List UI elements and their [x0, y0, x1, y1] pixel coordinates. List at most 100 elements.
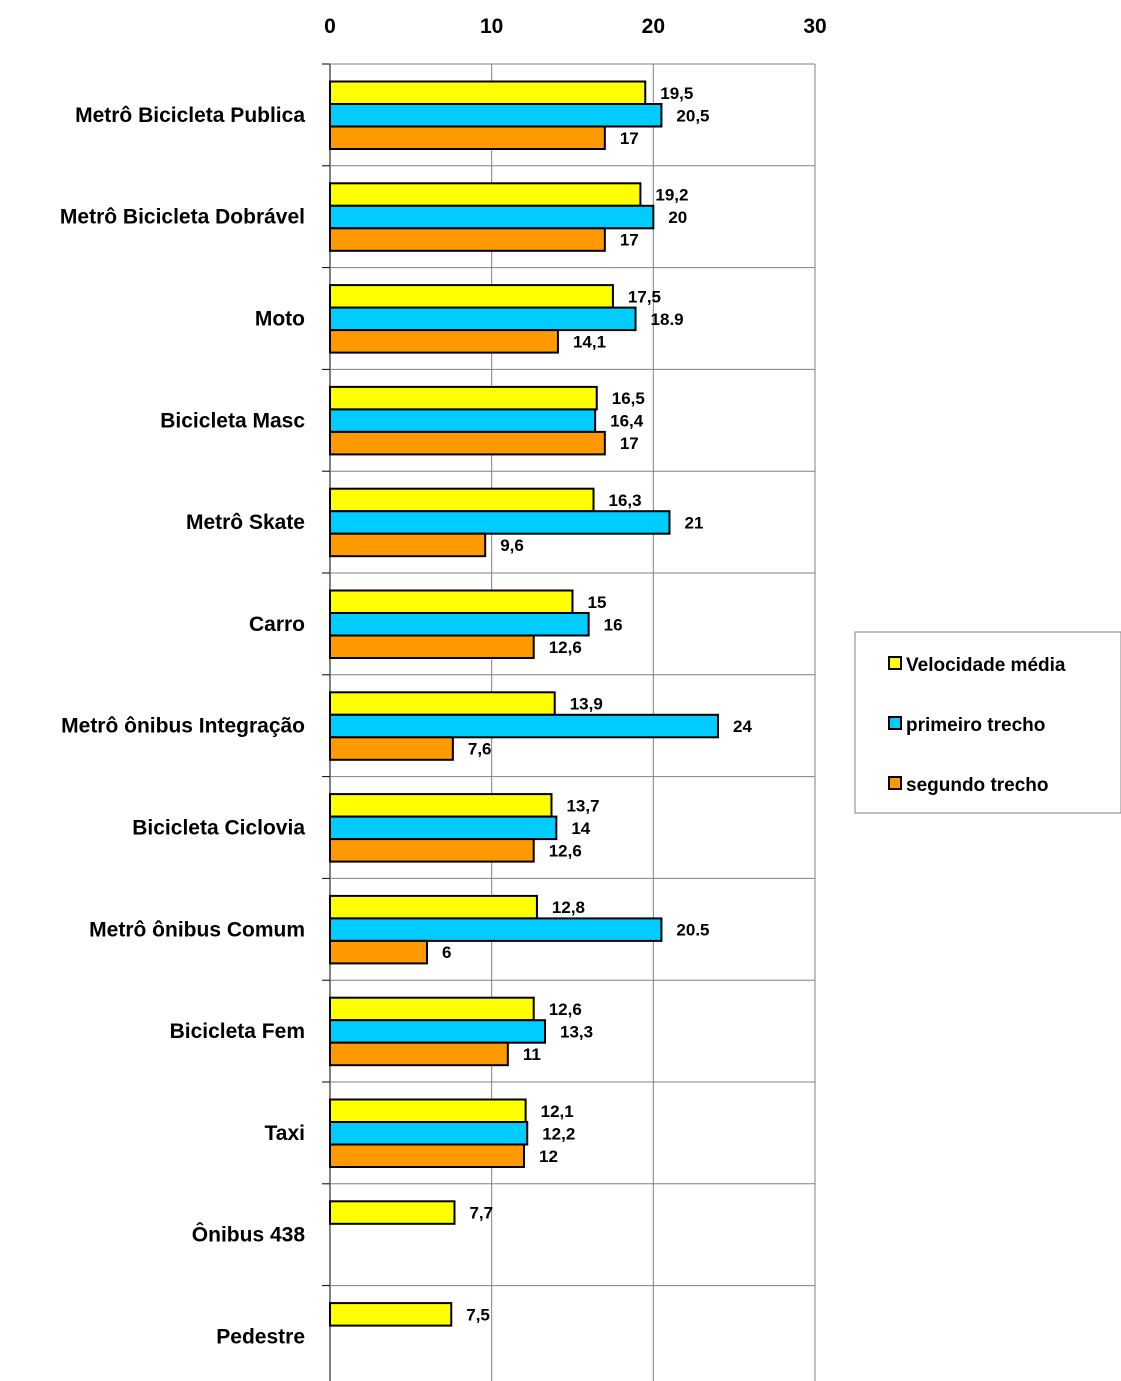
category-labels: Metrô Bicicleta Publica Metrô Bicicleta D… [60, 104, 305, 1349]
bar-primeiro-trecho-bicicleta-masc [329, 408, 597, 433]
data-label: 16 [604, 615, 623, 634]
bar-primeiro-trecho-bicicleta-fem [329, 1019, 547, 1044]
bar-velocidade-media-bicicleta-fem [329, 996, 535, 1022]
data-label: 18.9 [651, 310, 684, 329]
data-label: 14,1 [573, 332, 606, 351]
bar-segundo-trecho-metro-onibus-comum [329, 939, 428, 965]
bar-primeiro-trecho-metro-onibus-integracao [329, 713, 719, 739]
category-label-bicicleta-ciclovia: Bicicleta Ciclovia [132, 817, 305, 840]
bar-segundo-trecho-metro-skate [329, 532, 487, 558]
bar-segundo-trecho-carro [329, 634, 535, 659]
data-label: 12,2 [542, 1124, 575, 1143]
data-label: 21 [685, 513, 704, 532]
data-label: 20,5 [676, 106, 709, 125]
bar-segundo-trecho-bicicleta-ciclovia [329, 838, 535, 863]
bar-velocidade-media-carro [329, 589, 574, 614]
bar-velocidade-media-bicicleta-ciclovia [329, 793, 553, 818]
category-label-metro-bicicleta-publica: Metrô Bicicleta Publica [75, 104, 305, 127]
data-label: 9,6 [500, 536, 524, 555]
bar-primeiro-trecho-metro-bicicleta-publica [329, 103, 663, 128]
bar-segundo-trecho-bicicleta-masc [329, 430, 606, 456]
legend-label-segundo-trecho: segundo trecho [906, 775, 1049, 796]
bar-velocidade-media-metro-bicicleta-dobravel [329, 182, 642, 207]
category-label-metro-skate: Metrô Skate [186, 511, 305, 534]
data-label: 16,5 [612, 389, 645, 408]
data-label: 12,1 [541, 1102, 574, 1121]
data-label: 12 [539, 1147, 558, 1166]
data-label: 19,5 [660, 84, 693, 103]
data-label: 7,5 [466, 1305, 490, 1324]
bar-segundo-trecho-metro-bicicleta-publica [329, 125, 606, 150]
category-label-taxi: Taxi [265, 1122, 305, 1145]
bar-primeiro-trecho-metro-bicicleta-dobravel [329, 204, 655, 230]
data-label: 17 [620, 129, 639, 148]
category-label-moto: Moto [255, 308, 305, 331]
legend-swatch-segundo-trecho [888, 776, 902, 790]
legend: Velocidade média primeiro trecho segundo t… [854, 631, 1121, 814]
bar-primeiro-trecho-bicicleta-ciclovia [329, 815, 558, 841]
gridlines [322, 63, 816, 1381]
data-label: 13,3 [560, 1022, 593, 1041]
data-label: 6 [442, 943, 451, 962]
bar-velocidade-media-pedestre [329, 1302, 453, 1327]
data-label: 19,2 [655, 186, 688, 205]
category-label-metro-onibus-comum: Metrô ônibus Comum [89, 918, 305, 941]
category-label-bicicleta-fem: Bicicleta Fem [170, 1020, 305, 1043]
bar-primeiro-trecho-moto [329, 306, 637, 332]
data-label: 12,6 [549, 638, 582, 657]
data-label: 13,7 [566, 796, 599, 815]
bars [329, 80, 719, 1327]
bar-primeiro-trecho-taxi [329, 1121, 529, 1146]
bar-segundo-trecho-moto [329, 329, 559, 354]
bar-velocidade-media-metro-onibus-comum [329, 894, 538, 920]
data-label: 12,6 [549, 841, 582, 860]
x-axis: 0 10 20 30 [324, 15, 827, 38]
bar-segundo-trecho-metro-onibus-integracao [329, 736, 454, 761]
data-label: 14 [571, 819, 590, 838]
data-label: 12,6 [549, 1000, 582, 1019]
data-label: 12,8 [552, 898, 585, 917]
bar-velocidade-media-moto [329, 284, 614, 309]
legend-swatch-velocidade-media [888, 656, 902, 670]
category-label-metro-onibus-integracao: Metrô ônibus Integração [61, 715, 305, 738]
legend-label-velocidade-media: Velocidade média [906, 655, 1066, 676]
data-label: 13,9 [570, 695, 603, 714]
data-label: 11 [523, 1045, 541, 1064]
data-label: 7,6 [468, 740, 492, 759]
data-label: 15 [588, 593, 607, 612]
data-label: 16,4 [610, 412, 644, 431]
category-label-carro: Carro [249, 613, 305, 636]
bar-segundo-trecho-taxi [329, 1143, 525, 1168]
data-label: 24 [733, 717, 752, 736]
x-tick-label: 0 [324, 15, 336, 38]
data-labels: 19,5 19,2 17,5 16,5 16,3 15 13,9 13,7 12,8 12,6 12… [442, 84, 752, 1325]
category-label-onibus-438: Ônibus 438 [192, 1223, 306, 1247]
data-label: 17 [620, 434, 639, 453]
category-label-pedestre: Pedestre [216, 1326, 305, 1349]
data-label: 17 [620, 231, 639, 250]
category-label-metro-bicicleta-dobravel: Metrô Bicicleta Dobrável [60, 206, 305, 229]
data-label: 7,7 [469, 1204, 493, 1223]
x-tick-label: 20 [642, 15, 665, 38]
bar-velocidade-media-taxi [329, 1098, 527, 1123]
bar-segundo-trecho-metro-bicicleta-dobravel [329, 227, 606, 252]
bar-velocidade-media-bicicleta-masc [329, 385, 598, 411]
bar-primeiro-trecho-metro-skate [329, 510, 671, 535]
bar-velocidade-media-metro-bicicleta-publica [329, 80, 647, 105]
bar-velocidade-media-metro-skate [329, 487, 595, 513]
bar-segundo-trecho-bicicleta-fem [329, 1041, 509, 1067]
bar-primeiro-trecho-metro-onibus-comum [329, 917, 663, 942]
x-tick-label: 10 [480, 15, 503, 38]
data-label: 20 [668, 208, 687, 227]
bar-velocidade-media-onibus-438 [329, 1200, 456, 1225]
legend-label-primeiro-trecho: primeiro trecho [906, 715, 1045, 736]
x-tick-label: 30 [803, 15, 826, 38]
bar-velocidade-media-metro-onibus-integracao [329, 691, 556, 716]
category-label-bicicleta-masc: Bicicleta Masc [160, 409, 305, 432]
bar-primeiro-trecho-carro [329, 612, 590, 637]
data-label: 16,3 [609, 491, 642, 510]
legend-swatch-primeiro-trecho [888, 716, 902, 730]
data-label: 20.5 [676, 921, 709, 940]
data-label: 17,5 [628, 287, 661, 306]
